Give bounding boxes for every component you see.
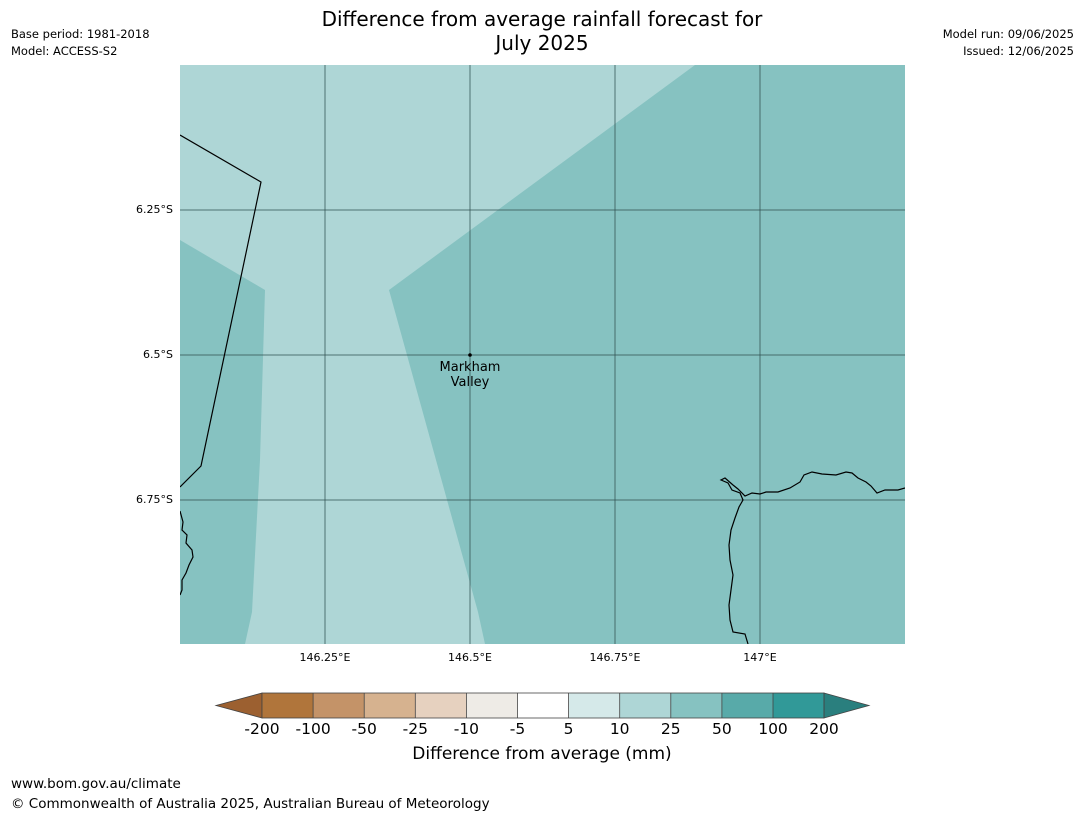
colorbar-tick: -5 bbox=[509, 720, 526, 738]
colorbar-bin-2 bbox=[313, 693, 365, 718]
markham-valley-marker[interactable] bbox=[468, 353, 472, 357]
colorbar-tick: 25 bbox=[660, 720, 681, 738]
place-label-line-1: Markham bbox=[439, 360, 501, 375]
lon-tick-1: 146.25°E bbox=[299, 651, 351, 664]
base-period-info: Base period: 1981-2018 Model: ACCESS-S2 bbox=[11, 26, 150, 60]
colorbar-tick: 5 bbox=[563, 720, 574, 738]
map-area[interactable] bbox=[180, 65, 905, 644]
colorbar-outline bbox=[261, 692, 825, 719]
colorbar-tick: -10 bbox=[453, 720, 480, 738]
colorbar-tick: -200 bbox=[244, 720, 280, 738]
lat-tick-1: 6.25°S bbox=[136, 203, 173, 216]
coastline-east bbox=[719, 471, 905, 644]
issued-text: Issued: 12/06/2025 bbox=[963, 44, 1074, 58]
region-medium-west bbox=[180, 240, 265, 644]
lon-tick-4: 147°E bbox=[743, 651, 777, 664]
colorbar-tick: 100 bbox=[758, 720, 788, 738]
model-run-text: Model run: 09/06/2025 bbox=[942, 27, 1074, 41]
colorbar-bin-10 bbox=[721, 693, 773, 718]
colorbar-tick: -25 bbox=[402, 720, 428, 738]
lat-tick-3: 6.75°S bbox=[136, 493, 173, 506]
colorbar-tick: 10 bbox=[609, 720, 630, 738]
lon-tick-3: 146.75°E bbox=[589, 651, 641, 664]
base-period-text: Base period: 1981-2018 bbox=[11, 27, 150, 41]
colorbar-bin-5 bbox=[466, 693, 518, 718]
title-line-2: July 2025 bbox=[495, 31, 589, 55]
title-line-1: Difference from average rainfall forecas… bbox=[321, 7, 763, 31]
lon-tick-2: 146.5°E bbox=[448, 651, 492, 664]
place-label-line-2: Valley bbox=[450, 375, 490, 390]
colorbar-tick: 200 bbox=[809, 720, 839, 738]
colorbar-bin-6 bbox=[517, 693, 569, 718]
colorbar-bin-3 bbox=[364, 693, 416, 718]
place-label-markham-valley: Markham Valley bbox=[420, 360, 520, 390]
colorbar-bin-11 bbox=[773, 693, 824, 718]
colorbar-extend-high bbox=[823, 692, 871, 719]
colorbar bbox=[214, 692, 871, 719]
colorbar-tick: -100 bbox=[295, 720, 331, 738]
colorbar-bin-7 bbox=[568, 693, 620, 718]
model-text: Model: ACCESS-S2 bbox=[11, 44, 118, 58]
colorbar-bin-1 bbox=[262, 693, 314, 718]
colorbar-tick: 50 bbox=[712, 720, 732, 738]
chart-title: Difference from average rainfall forecas… bbox=[242, 7, 842, 55]
colorbar-bin-9 bbox=[670, 693, 722, 718]
footer-copyright: © Commonwealth of Australia 2025, Austra… bbox=[11, 796, 490, 812]
colorbar-extend-low bbox=[214, 692, 263, 719]
lat-tick-2: 6.5°S bbox=[143, 348, 173, 361]
colorbar-tick: -50 bbox=[351, 720, 377, 738]
colorbar-bin-4 bbox=[415, 693, 467, 718]
model-run-info: Model run: 09/06/2025 Issued: 12/06/2025 bbox=[943, 26, 1074, 60]
boundary-line bbox=[180, 134, 262, 488]
footer-url[interactable]: www.bom.gov.au/climate bbox=[11, 776, 181, 792]
colorbar-bin-8 bbox=[619, 693, 671, 718]
coastline-west bbox=[180, 510, 194, 596]
colorbar-title: Difference from average (mm) bbox=[412, 744, 672, 764]
